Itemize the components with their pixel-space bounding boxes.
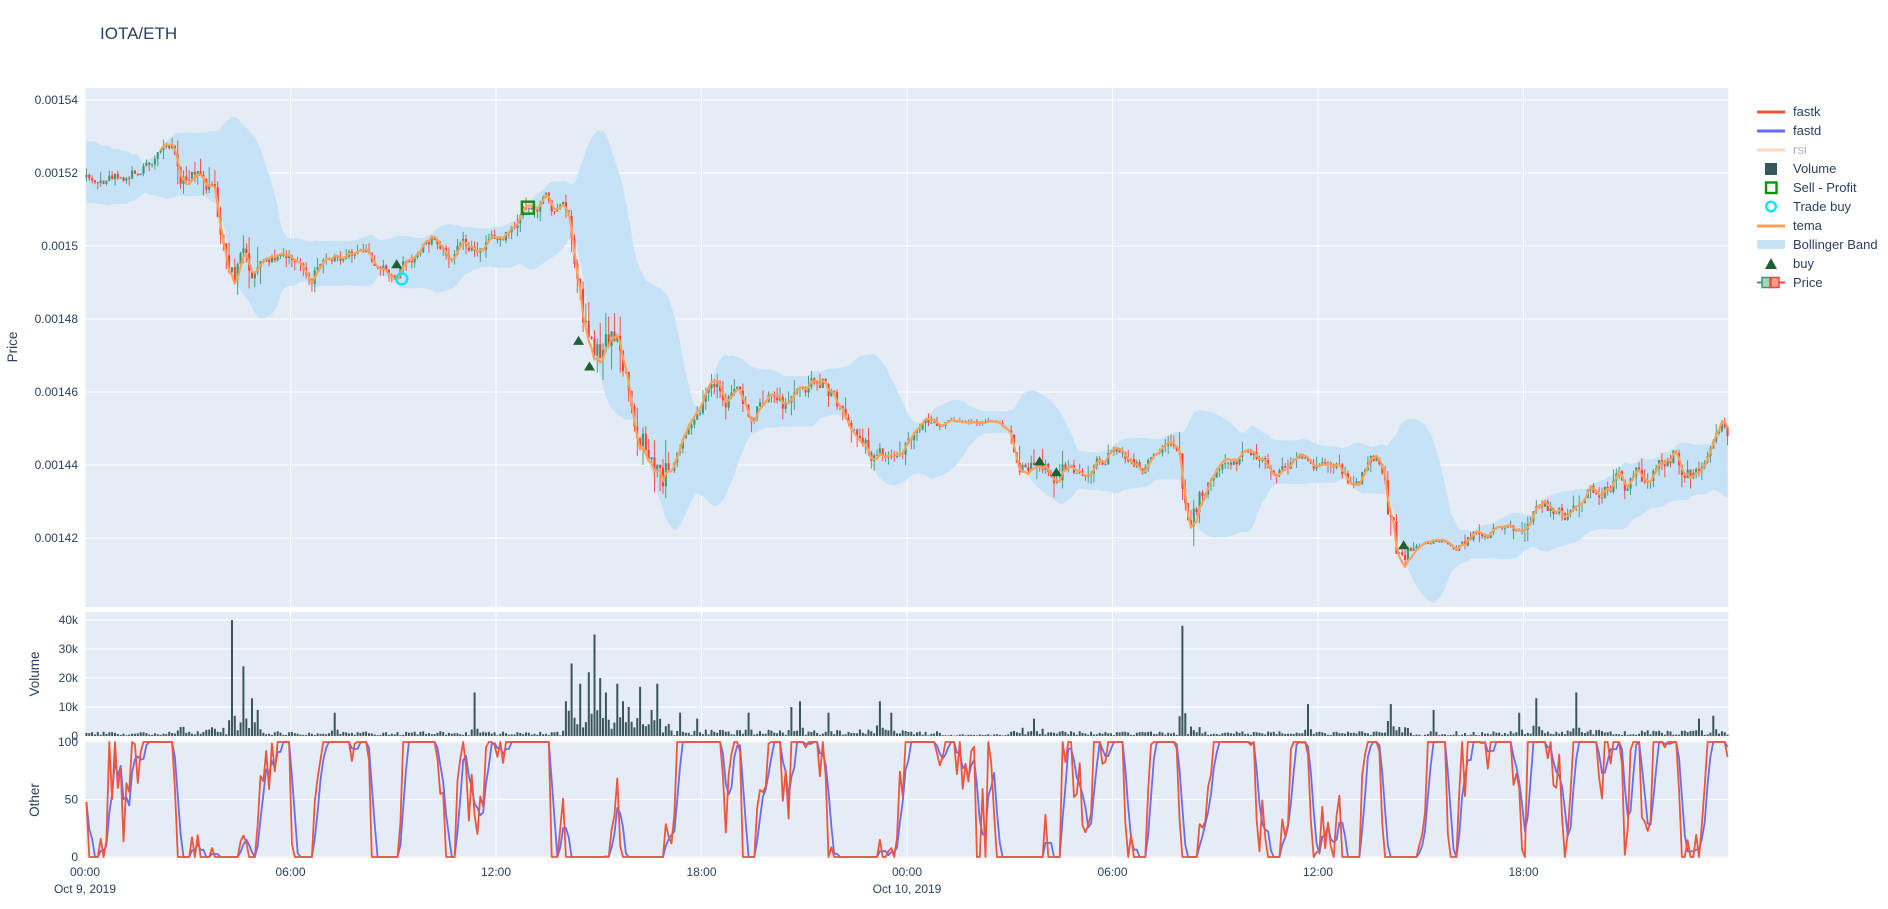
legend-item-label: buy <box>1793 256 1814 271</box>
legend-item-bollinger-band[interactable]: Bollinger Band <box>1756 235 1888 254</box>
legend-swatch-icon <box>1756 275 1786 290</box>
x-tick-label: 00:00 <box>70 865 100 879</box>
sell-profit-marker[interactable] <box>520 200 536 215</box>
x-tick-label: 18:00 <box>686 865 716 879</box>
y-tick-label: 0 <box>71 729 78 743</box>
legend-item-label: Price <box>1793 275 1823 290</box>
other-axis-title: Other <box>27 783 42 817</box>
legend-item-rsi[interactable]: rsi <box>1756 140 1888 159</box>
legend-swatch-icon <box>1756 199 1786 214</box>
legend-item-volume[interactable]: Volume <box>1756 159 1888 178</box>
trade-buy-marker[interactable] <box>395 272 409 286</box>
legend-item-tema[interactable]: tema <box>1756 216 1888 235</box>
y-tick-label: 0 <box>71 850 78 864</box>
legend-item-trade-buy[interactable]: Trade buy <box>1756 197 1888 216</box>
volume-axis-title: Volume <box>27 651 42 697</box>
y-tick-label: 40k <box>59 613 79 627</box>
legend-item-label: Volume <box>1793 161 1837 176</box>
legend-swatch-icon <box>1756 123 1786 138</box>
legend-item-label: rsi <box>1793 142 1807 157</box>
buy-marker[interactable] <box>584 361 596 371</box>
legend-item-label: Trade buy <box>1793 199 1852 214</box>
legend-swatch-icon <box>1756 104 1786 119</box>
y-tick-label: 0.00146 <box>35 385 79 399</box>
y-tick-label: 0.0015 <box>41 239 78 253</box>
legend-swatch-icon <box>1756 256 1786 271</box>
x-tick-label: 06:00 <box>1097 865 1127 879</box>
legend-swatch-icon <box>1756 142 1786 157</box>
buy-marker[interactable] <box>573 335 585 345</box>
legend-item-price[interactable]: Price <box>1756 273 1888 292</box>
x-tick-label: 06:00 <box>275 865 305 879</box>
y-tick-label: 0.00142 <box>35 531 79 545</box>
chart-title: IOTA/ETH <box>100 24 178 43</box>
price-axis-title: Price <box>5 331 20 363</box>
y-tick-label: 100 <box>58 735 78 749</box>
y-tick-label: 0.00148 <box>35 312 79 326</box>
x-tick-label: 12:00 <box>1303 865 1333 879</box>
legend-item-label: fastk <box>1793 104 1821 119</box>
legend-item-label: Sell - Profit <box>1793 180 1857 195</box>
fastd-line <box>85 741 1729 858</box>
y-tick-label: 50 <box>65 793 79 807</box>
legend-swatch-icon <box>1756 180 1786 195</box>
buy-marker[interactable] <box>1034 456 1046 466</box>
y-tick-label: 20k <box>59 671 79 685</box>
legend-item-label: Bollinger Band <box>1793 237 1878 252</box>
legend-swatch-icon <box>1756 218 1786 233</box>
legend: fastk fastd rsi Volume Sell - Profit Trade bu… <box>1756 102 1888 292</box>
y-tick-label: 0.00144 <box>35 458 79 472</box>
tema-line <box>159 143 1729 568</box>
legend-item-label: fastd <box>1793 123 1822 138</box>
x-tick-label: 00:00 <box>892 865 922 879</box>
buy-marker[interactable] <box>391 259 403 269</box>
legend-item-sell-profit[interactable]: Sell - Profit <box>1756 178 1888 197</box>
legend-item-label: tema <box>1793 218 1822 233</box>
legend-swatch-icon <box>1756 237 1786 252</box>
legend-item-buy[interactable]: buy <box>1756 254 1888 273</box>
y-tick-label: 0.00154 <box>35 93 79 107</box>
y-tick-label: 30k <box>59 642 79 656</box>
x-tick-label: 18:00 <box>1508 865 1538 879</box>
x-date-label: Oct 9, 2019 <box>54 882 116 896</box>
x-date-label: Oct 10, 2019 <box>873 882 942 896</box>
buy-marker[interactable] <box>1050 467 1062 477</box>
buy-marker[interactable] <box>1398 540 1410 550</box>
y-tick-label: 0.00152 <box>35 166 79 180</box>
x-tick-label: 12:00 <box>481 865 511 879</box>
y-tick-label: 10k <box>59 700 79 714</box>
legend-item-fastk[interactable]: fastk <box>1756 102 1888 121</box>
legend-item-fastd[interactable]: fastd <box>1756 121 1888 140</box>
fastk-line <box>85 741 1729 858</box>
legend-swatch-icon <box>1756 161 1786 176</box>
